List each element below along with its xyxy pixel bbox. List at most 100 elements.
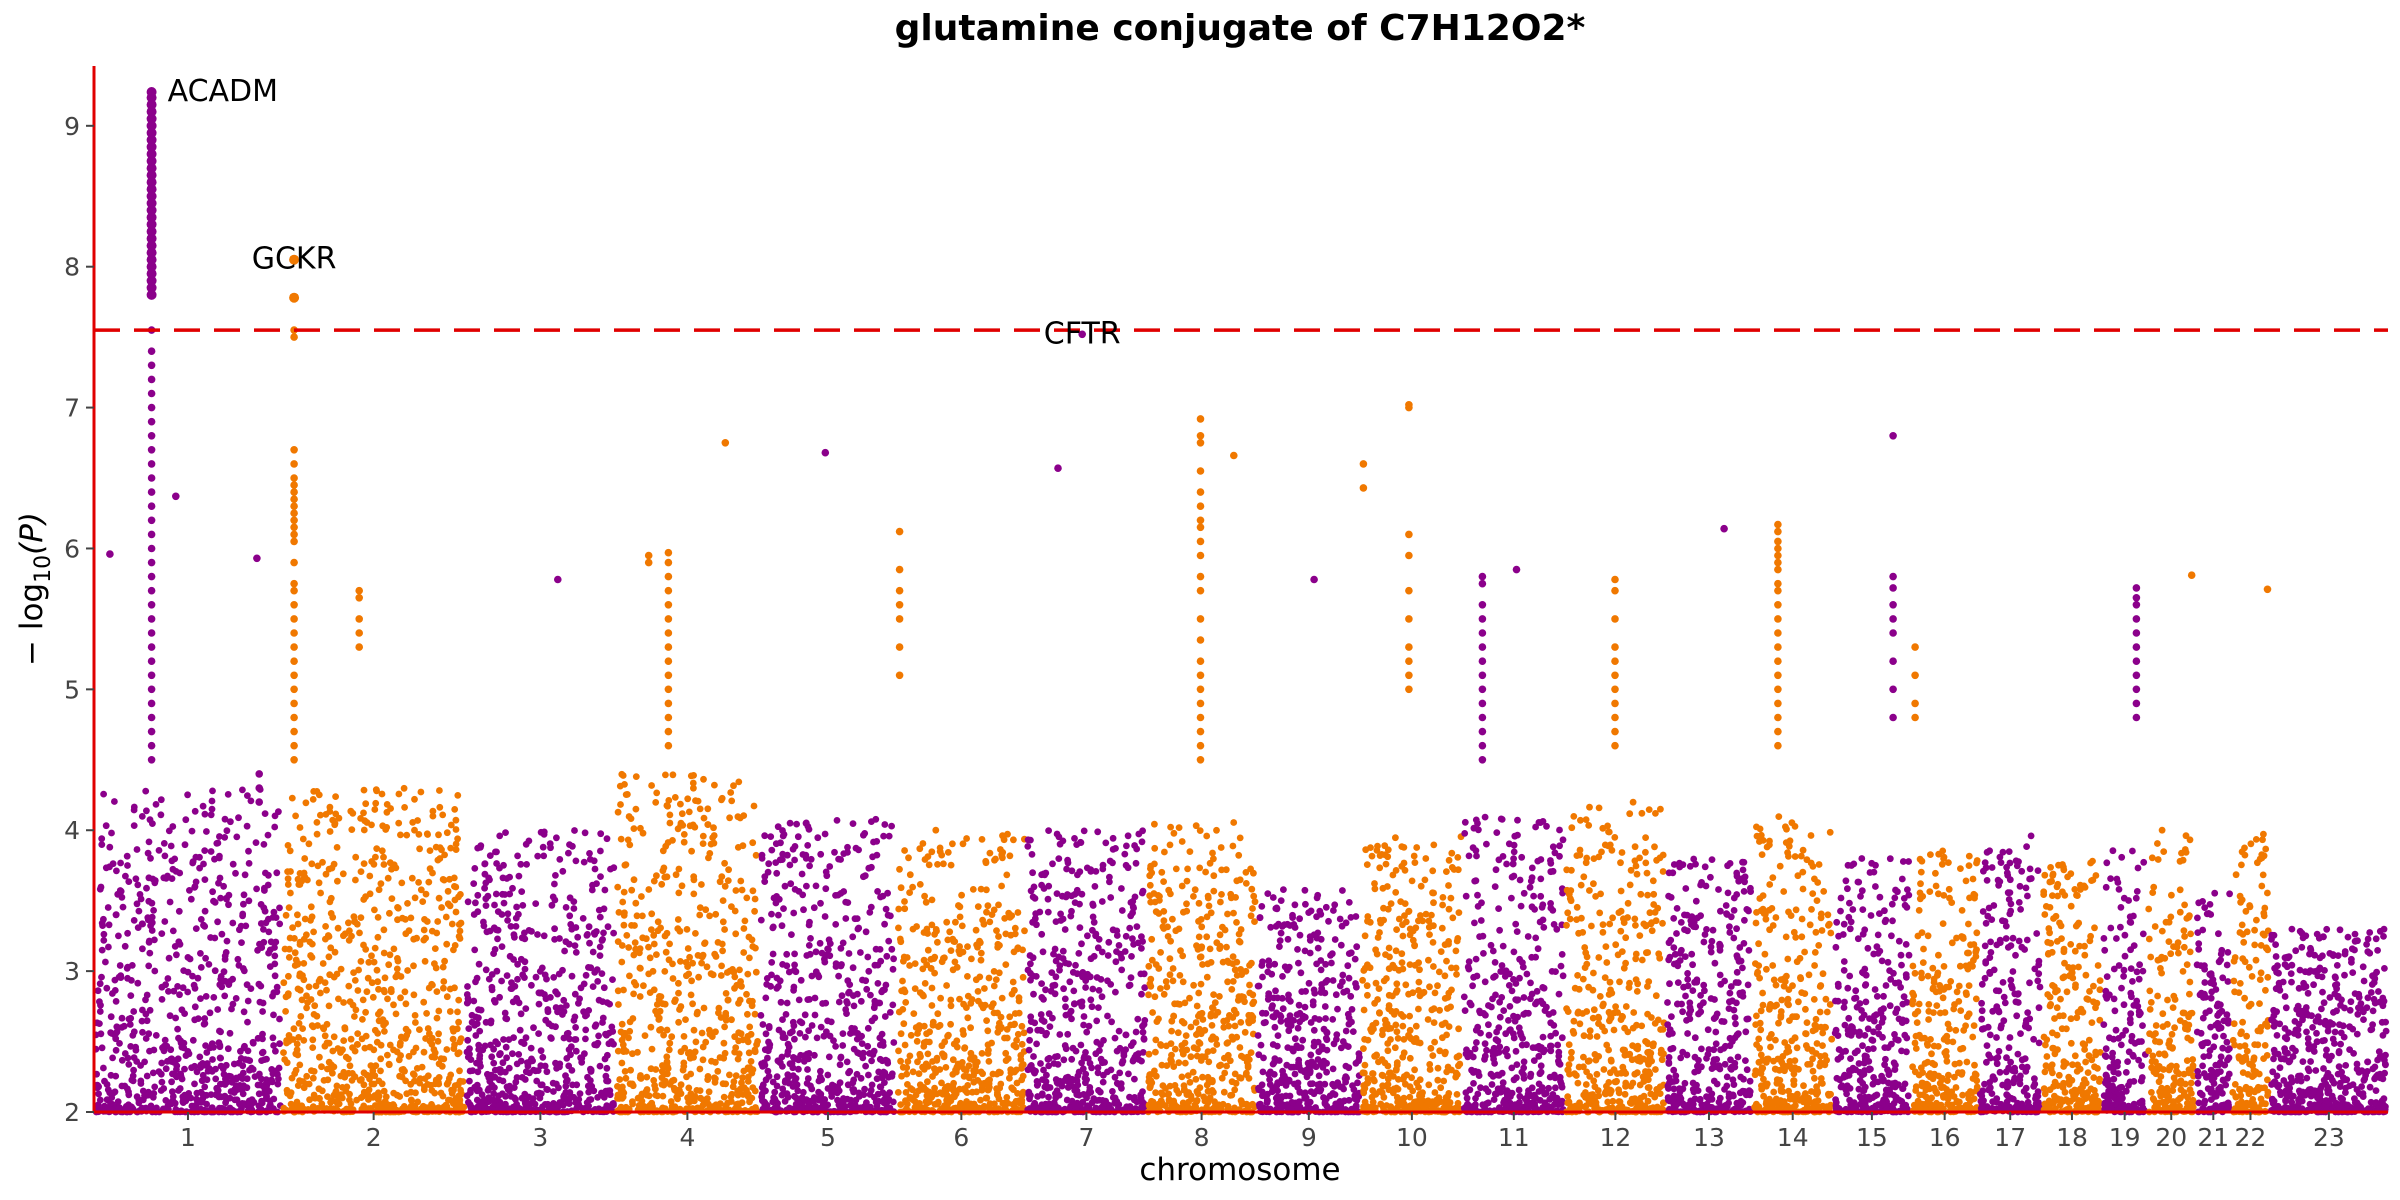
snp-point <box>827 1018 835 1026</box>
snp-point <box>534 931 541 938</box>
snp-point <box>499 1077 507 1085</box>
snp-point <box>629 1100 636 1108</box>
snp-point <box>885 937 893 945</box>
snp-point <box>903 1070 911 1078</box>
snp-point <box>121 942 129 950</box>
snp-point <box>324 1065 331 1073</box>
snp-point <box>218 983 226 991</box>
snp-point <box>1317 966 1325 974</box>
snp-point <box>1166 971 1174 979</box>
snp-point <box>744 1078 752 1085</box>
snp-point <box>1224 978 1231 986</box>
snp-point <box>604 923 612 931</box>
snp-point <box>1089 913 1097 921</box>
snp-point <box>419 898 427 905</box>
snp-point <box>556 1060 564 1068</box>
snp-point <box>270 1011 277 1019</box>
snp-point <box>652 1007 659 1015</box>
snp-point <box>152 801 160 808</box>
snp-point <box>169 865 177 873</box>
snp-point <box>839 1030 847 1037</box>
snp-point <box>653 789 661 797</box>
snp-point <box>220 968 228 976</box>
snp-point <box>1237 966 1245 973</box>
snp-point <box>1094 1064 1102 1072</box>
snp-point <box>544 1008 552 1016</box>
snp-point <box>909 925 917 933</box>
snp-point <box>521 974 528 981</box>
snp-point <box>158 930 166 937</box>
snp-point <box>1351 955 1359 963</box>
snp-point <box>1096 1047 1103 1054</box>
snp-point <box>407 914 415 922</box>
snp-point <box>167 842 175 850</box>
snp-point <box>567 1043 575 1051</box>
snp-point <box>417 886 425 894</box>
snp-point <box>669 975 677 982</box>
snp-point <box>694 797 702 805</box>
snp-point <box>208 805 216 813</box>
snp-point <box>1058 1082 1066 1090</box>
snp-point <box>401 988 409 996</box>
snp-point <box>802 1053 809 1061</box>
snp-point <box>659 1092 667 1100</box>
snp-point <box>977 956 985 964</box>
snp-point <box>603 835 611 843</box>
snp-point <box>764 868 772 876</box>
snp-point <box>341 1025 349 1033</box>
snp-point <box>396 1072 403 1080</box>
snp-point <box>442 1101 450 1109</box>
snp-point <box>720 1093 728 1101</box>
snp-point <box>1111 1073 1119 1081</box>
snp-point <box>705 1088 713 1096</box>
snp-point <box>1122 932 1130 940</box>
snp-point <box>814 971 822 979</box>
snp-point <box>1164 933 1172 940</box>
snp-point <box>621 781 628 788</box>
snp-point <box>236 926 243 934</box>
snp-point <box>217 975 225 983</box>
snp-point <box>470 997 478 1005</box>
snp-point <box>1151 993 1159 1001</box>
snp-point <box>1062 1045 1070 1053</box>
snp-point <box>775 911 782 919</box>
snp-point <box>146 1006 154 1014</box>
snp-point <box>710 832 718 839</box>
snp-point <box>1024 836 1032 844</box>
snp-point <box>225 891 233 899</box>
snp-point <box>734 1091 742 1099</box>
snp-point <box>450 946 457 954</box>
snp-point <box>474 1068 482 1076</box>
snp-point <box>1078 890 1086 898</box>
snp-point <box>179 984 187 992</box>
snp-point <box>244 997 252 1005</box>
snp-point <box>552 1004 560 1011</box>
snp-point <box>698 1029 706 1037</box>
snp-point <box>621 909 628 917</box>
snp-point <box>487 1019 495 1027</box>
snp-point <box>824 945 831 953</box>
snp-point <box>730 1078 738 1086</box>
snp-point <box>627 1066 634 1074</box>
snp-point <box>936 1089 944 1097</box>
snp-point <box>309 1074 317 1082</box>
snp-point <box>1208 1087 1216 1094</box>
snp-point <box>372 853 379 861</box>
snp-point <box>668 1077 676 1085</box>
snp-point <box>1146 881 1154 889</box>
snp-point <box>454 1081 462 1088</box>
snp-point <box>359 1016 366 1023</box>
snp-point <box>351 1013 358 1020</box>
snp-point <box>586 850 593 857</box>
snp-point <box>748 1094 756 1102</box>
snp-point <box>115 932 122 940</box>
snp-point <box>296 824 304 831</box>
snp-point <box>1033 1078 1041 1085</box>
snp-point <box>896 935 904 943</box>
snp-point <box>926 1038 933 1046</box>
snp-point <box>1166 841 1174 849</box>
snp-point <box>863 985 871 993</box>
snp-point <box>1063 1096 1071 1104</box>
snp-point <box>789 1018 797 1026</box>
snp-point <box>1093 1017 1101 1025</box>
